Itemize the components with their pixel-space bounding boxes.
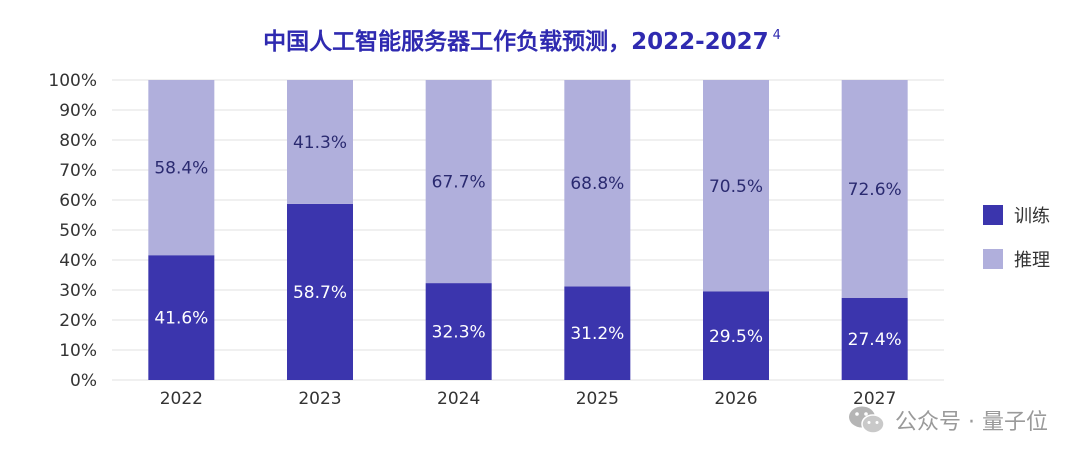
y-tick-label: 80% [59, 131, 97, 151]
data-label: 41.3% [293, 133, 347, 153]
bar-inference [425, 80, 492, 284]
bar-training [703, 291, 769, 380]
bar-training [841, 297, 908, 380]
x-tick-label: 2027 [853, 389, 896, 409]
y-tick-label: 70% [59, 161, 97, 181]
bar-inference [841, 80, 908, 298]
data-label: 70.5% [709, 177, 763, 197]
legend-swatch [983, 205, 1003, 225]
data-label: 68.8% [570, 174, 624, 194]
watermark-text: 公众号 · 量子位 [895, 410, 1048, 435]
chart-title: 中国人工智能服务器工作负载预测，2022-2027 4 [263, 28, 781, 55]
bar-inference [148, 80, 215, 256]
wechat-icon [849, 406, 885, 434]
data-label: 29.5% [709, 327, 763, 347]
bar-training [287, 203, 353, 380]
x-tick-label: 2024 [437, 389, 480, 409]
data-label: 32.3% [432, 323, 486, 343]
bar-training [425, 283, 492, 380]
bar-inference [703, 80, 769, 292]
y-tick-label: 100% [48, 71, 97, 91]
watermark: 公众号 · 量子位 [847, 404, 1048, 436]
x-tick-label: 2023 [298, 389, 341, 409]
data-label: 58.4% [154, 159, 208, 179]
bar-inference [564, 80, 631, 287]
data-label: 41.6% [154, 309, 208, 329]
bar-inference [287, 80, 353, 204]
legend-swatch [983, 249, 1003, 269]
data-label: 27.4% [848, 330, 902, 350]
legend-label: 训练 [1014, 206, 1050, 227]
y-tick-label: 40% [59, 251, 97, 271]
x-tick-label: 2022 [160, 389, 203, 409]
legend-label: 推理 [1014, 250, 1050, 271]
bar-training [148, 255, 215, 380]
y-tick-label: 50% [59, 221, 97, 241]
bar-training [564, 286, 631, 380]
data-label: 58.7% [293, 283, 347, 303]
x-tick-label: 2025 [576, 389, 619, 409]
y-tick-label: 90% [59, 101, 97, 121]
x-tick-label: 2026 [714, 389, 757, 409]
title-superscript: 4 [773, 28, 781, 43]
data-label: 31.2% [570, 324, 624, 344]
y-tick-label: 20% [59, 311, 97, 331]
y-tick-label: 10% [59, 341, 97, 361]
y-tick-label: 60% [59, 191, 97, 211]
data-label: 67.7% [432, 173, 486, 193]
y-tick-label: 30% [59, 281, 97, 301]
y-tick-label: 0% [70, 371, 97, 391]
data-label: 72.6% [848, 180, 902, 200]
